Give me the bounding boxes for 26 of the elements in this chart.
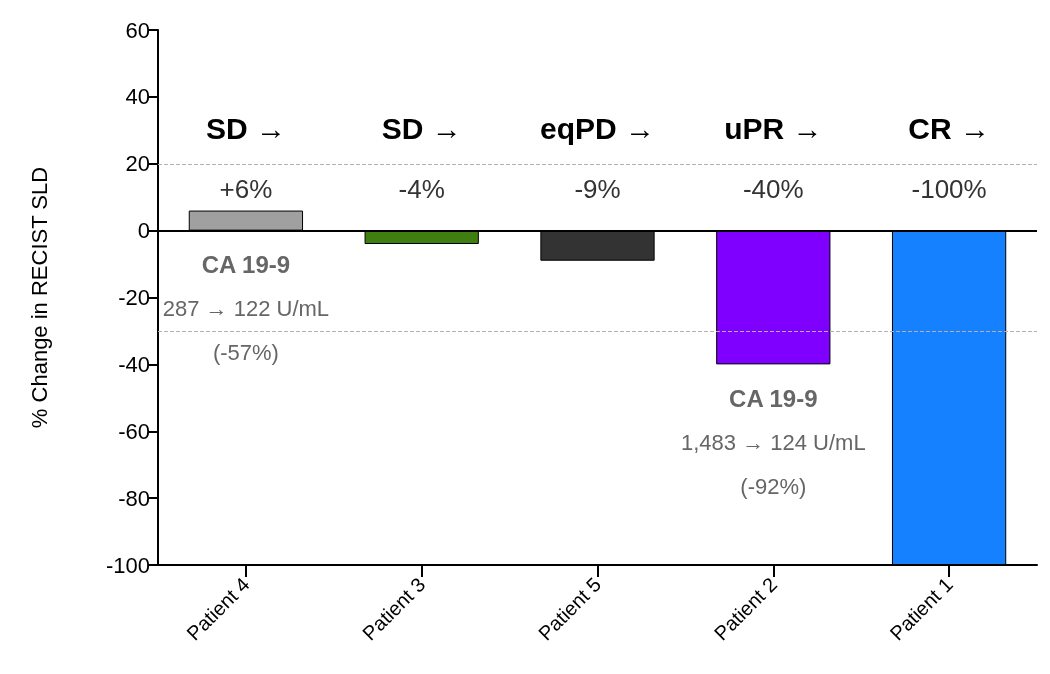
y-tick-label: 0: [137, 218, 150, 244]
annotation: 1,483 → 124 U/mL: [680, 429, 866, 455]
annotation: CR →: [908, 112, 990, 146]
annotation: 287 → 122 U/mL: [162, 296, 330, 322]
y-tick-label: -100: [105, 552, 150, 578]
data-label: -4%: [398, 173, 445, 204]
annotation: SD →: [381, 112, 462, 146]
annotation: SD →: [205, 112, 286, 146]
y-tick-label: 60: [125, 17, 150, 43]
y-tick-label: -60: [118, 418, 150, 444]
y-tick-label: -20: [118, 285, 150, 310]
data-label: -100%: [911, 173, 987, 204]
data-label: +6%: [219, 173, 273, 204]
y-axis-title: % Change in RECIST SLD: [26, 166, 52, 429]
annotation: CA 19-9: [729, 384, 818, 412]
data-label: -40%: [742, 173, 804, 204]
annotation: (-92%): [740, 473, 807, 499]
y-tick-label: -40: [118, 351, 150, 377]
y-tick-label: -80: [118, 485, 150, 511]
y-tick-label: 20: [125, 151, 150, 177]
annotation: uPR →: [724, 112, 823, 146]
annotation: (-57%): [212, 340, 279, 366]
annotation: CA 19-9: [201, 251, 291, 279]
data-label: -9%: [574, 173, 621, 204]
y-tick-label: 40: [125, 84, 150, 110]
annotation: eqPD →: [539, 112, 656, 146]
